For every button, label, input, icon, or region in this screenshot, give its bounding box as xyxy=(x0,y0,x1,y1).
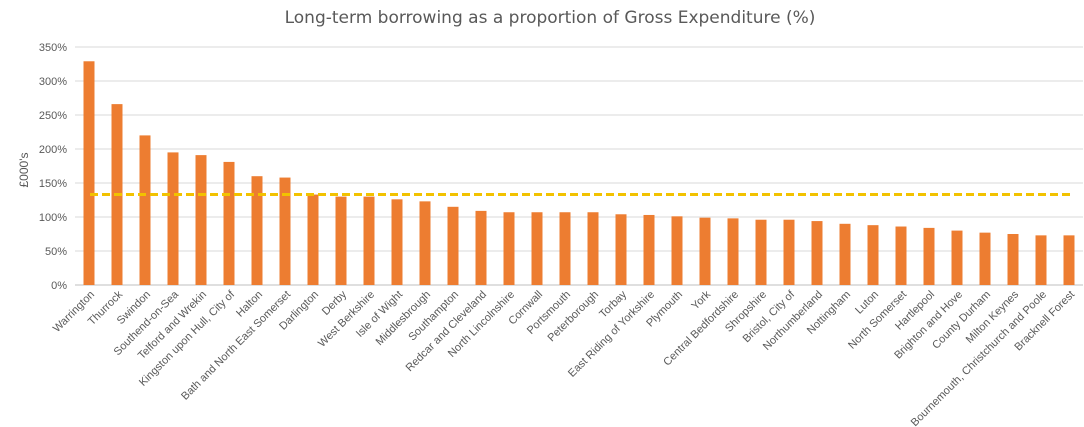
bar xyxy=(671,216,683,285)
bar xyxy=(867,225,879,285)
bar xyxy=(195,155,207,285)
bar xyxy=(979,232,991,285)
bar xyxy=(615,214,627,285)
bar xyxy=(1063,235,1075,285)
bar xyxy=(783,219,795,285)
bar xyxy=(895,226,907,285)
bar xyxy=(559,212,571,285)
y-tick-label: 200% xyxy=(39,144,67,156)
x-axis-labels: WarringtonThurrockSwindonSouthend-on-Sea… xyxy=(51,288,1077,427)
bar xyxy=(1035,235,1047,285)
x-tick-label: Peterborough xyxy=(545,289,601,345)
y-tick-label: 150% xyxy=(39,178,67,190)
y-tick-label: 300% xyxy=(39,76,67,88)
y-tick-label: 250% xyxy=(39,110,67,122)
x-tick-label: York xyxy=(689,288,713,312)
bar xyxy=(643,214,655,285)
bar xyxy=(811,221,823,285)
bar xyxy=(699,217,711,285)
bar xyxy=(587,212,599,285)
y-tick-label: 0% xyxy=(51,280,67,292)
bar xyxy=(391,199,403,285)
bar xyxy=(503,212,515,285)
bar xyxy=(923,227,935,285)
bar xyxy=(447,206,459,285)
bar xyxy=(279,177,291,285)
gridlines xyxy=(75,46,1083,286)
y-axis-ticks: 0% 50% 100% 150% 200% 250% 300% 350% xyxy=(39,42,67,292)
bar xyxy=(531,212,543,285)
y-tick-label: 350% xyxy=(39,42,67,54)
bar xyxy=(363,196,375,285)
bar xyxy=(139,135,151,285)
y-tick-label: 50% xyxy=(45,246,67,258)
chart-title: Long-term borrowing as a proportion of G… xyxy=(285,8,816,28)
bar xyxy=(167,152,179,285)
y-tick-label: 100% xyxy=(39,212,67,224)
y-axis-label: £000's xyxy=(17,153,31,188)
bar xyxy=(951,230,963,285)
bar xyxy=(727,218,739,285)
bar xyxy=(839,223,851,285)
x-tick-label: Warrington xyxy=(51,289,97,335)
bar xyxy=(251,176,263,285)
bar xyxy=(335,196,347,285)
bar xyxy=(307,194,319,285)
bar xyxy=(419,201,431,285)
bar xyxy=(475,210,487,285)
bar xyxy=(83,61,95,285)
bar xyxy=(223,161,235,285)
bar xyxy=(755,219,767,285)
bar xyxy=(1007,234,1019,285)
